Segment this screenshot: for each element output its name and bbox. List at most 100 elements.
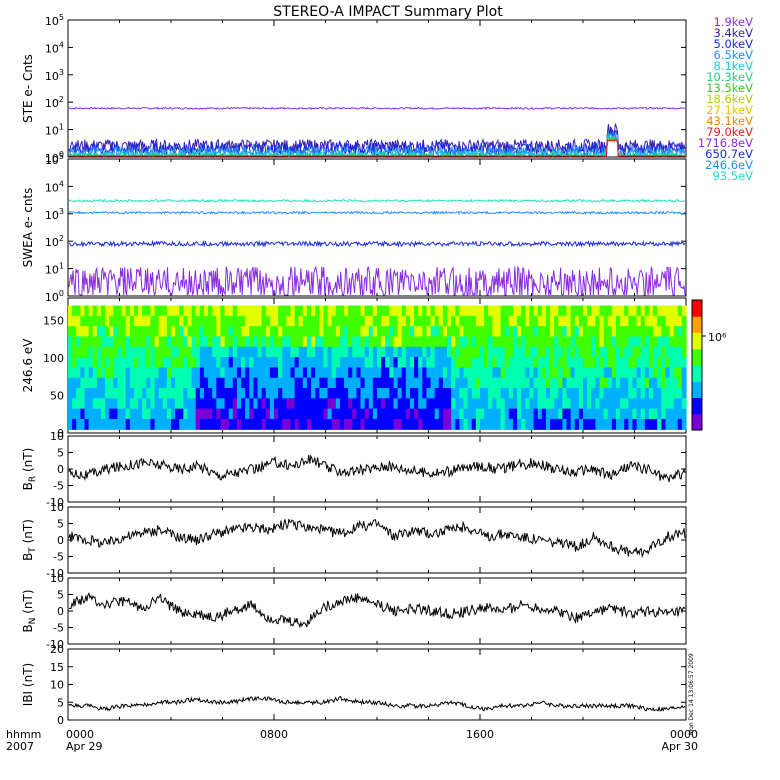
heatmap-cell (339, 408, 345, 420)
heatmap-cell (624, 305, 629, 317)
heatmap-cell (418, 367, 423, 379)
heatmap-cell (179, 346, 184, 358)
heatmap-cell (212, 398, 217, 410)
heatmap-cell (393, 305, 399, 317)
heatmap-cell (554, 377, 559, 389)
ytick-label: 5 (57, 518, 64, 531)
heatmap-cell (385, 367, 390, 379)
heatmap-cell (504, 346, 510, 358)
heatmap-cell (208, 418, 213, 430)
heatmap-cell (471, 305, 477, 317)
heatmap-cell (653, 377, 658, 389)
heatmap-cell (245, 418, 250, 430)
heatmap-cell (657, 346, 662, 358)
heatmap-cell (426, 305, 432, 317)
heatmap-cell (381, 388, 386, 399)
heatmap-cell (480, 305, 485, 317)
heatmap-cell (451, 346, 456, 358)
heatmap-cell (212, 357, 217, 368)
heatmap-cell (673, 418, 679, 430)
heatmap-cell (484, 336, 489, 348)
ytick-label: -5 (53, 622, 64, 635)
heatmap-cell (484, 367, 489, 379)
heatmap-cell (191, 408, 197, 420)
heatmap-cell (644, 377, 650, 389)
heatmap-cell (228, 377, 234, 389)
heatmap-cell (677, 418, 683, 430)
heatmap-cell (381, 326, 386, 338)
heatmap-cell (278, 336, 283, 348)
heatmap-cell (166, 367, 172, 379)
heatmap-cell (620, 388, 625, 399)
heatmap-cell (615, 305, 621, 317)
heatmap-cell (628, 408, 634, 420)
heatmap-cell (657, 305, 662, 317)
heatmap-cell (381, 315, 386, 327)
heatmap-cell (269, 305, 275, 317)
heatmap-cell (311, 398, 316, 410)
heatmap-cell (414, 408, 419, 420)
heatmap-cell (72, 305, 77, 317)
heatmap-cell (191, 377, 197, 389)
heatmap-cell (195, 326, 201, 338)
heatmap-cell (121, 336, 127, 348)
heatmap-cell (146, 357, 151, 368)
heatmap-cell (344, 388, 349, 399)
heatmap-cell (607, 305, 613, 317)
heatmap-cell (434, 326, 440, 338)
heatmap-cell (274, 408, 279, 420)
heatmap-cell (591, 336, 596, 348)
heatmap-cell (138, 408, 143, 420)
ylabel-pad: 246.6 eV (21, 338, 35, 393)
heatmap-cell (615, 336, 621, 348)
heatmap-cell (570, 326, 576, 338)
heatmap-cell (269, 367, 275, 379)
heatmap-cell (558, 367, 563, 379)
heatmap-cell (306, 346, 312, 358)
heatmap-cell (665, 398, 671, 410)
year-label: 2007 (6, 740, 34, 753)
heatmap-cell (360, 418, 366, 430)
heatmap-cell (133, 305, 139, 317)
heatmap-cell (100, 398, 106, 410)
heatmap-cell (195, 388, 201, 399)
heatmap-cell (175, 418, 180, 430)
heatmap-cell (133, 398, 139, 410)
heatmap-cell (96, 367, 102, 379)
heatmap-cell (183, 377, 189, 389)
heatmap-cell (512, 418, 518, 430)
heatmap-cell (265, 336, 271, 348)
heatmap-cell (315, 315, 320, 327)
heatmap-cell (488, 336, 493, 348)
heatmap-cell (335, 346, 341, 358)
heatmap-cell (632, 367, 638, 379)
heatmap-cell (339, 346, 345, 358)
heatmap-cell (603, 398, 609, 410)
heatmap-cell (397, 398, 403, 410)
heatmap-cell (587, 336, 592, 348)
heatmap-cell (121, 388, 127, 399)
heatmap-cell (562, 377, 568, 389)
heatmap-cell (504, 326, 510, 338)
heatmap-cell (92, 388, 98, 399)
heatmap-cell (521, 388, 526, 399)
heatmap-cell (278, 315, 283, 327)
heatmap-cell (607, 388, 613, 399)
heatmap-cell (628, 398, 634, 410)
heatmap-cell (323, 315, 329, 327)
heatmap-cell (96, 336, 102, 348)
heatmap-cell (628, 336, 634, 348)
heatmap-cell (212, 305, 217, 317)
heatmap-cell (133, 408, 139, 420)
heatmap-cell (68, 346, 73, 358)
heatmap-cell (154, 367, 160, 379)
heatmap-cell (508, 305, 514, 317)
heatmap-cell (158, 326, 164, 338)
heatmap-cell (533, 388, 539, 399)
heatmap-cell (150, 346, 156, 358)
heatmap-cell (405, 388, 411, 399)
heatmap-cell (133, 357, 139, 368)
heatmap-cell (212, 388, 217, 399)
heatmap-cell (480, 326, 485, 338)
